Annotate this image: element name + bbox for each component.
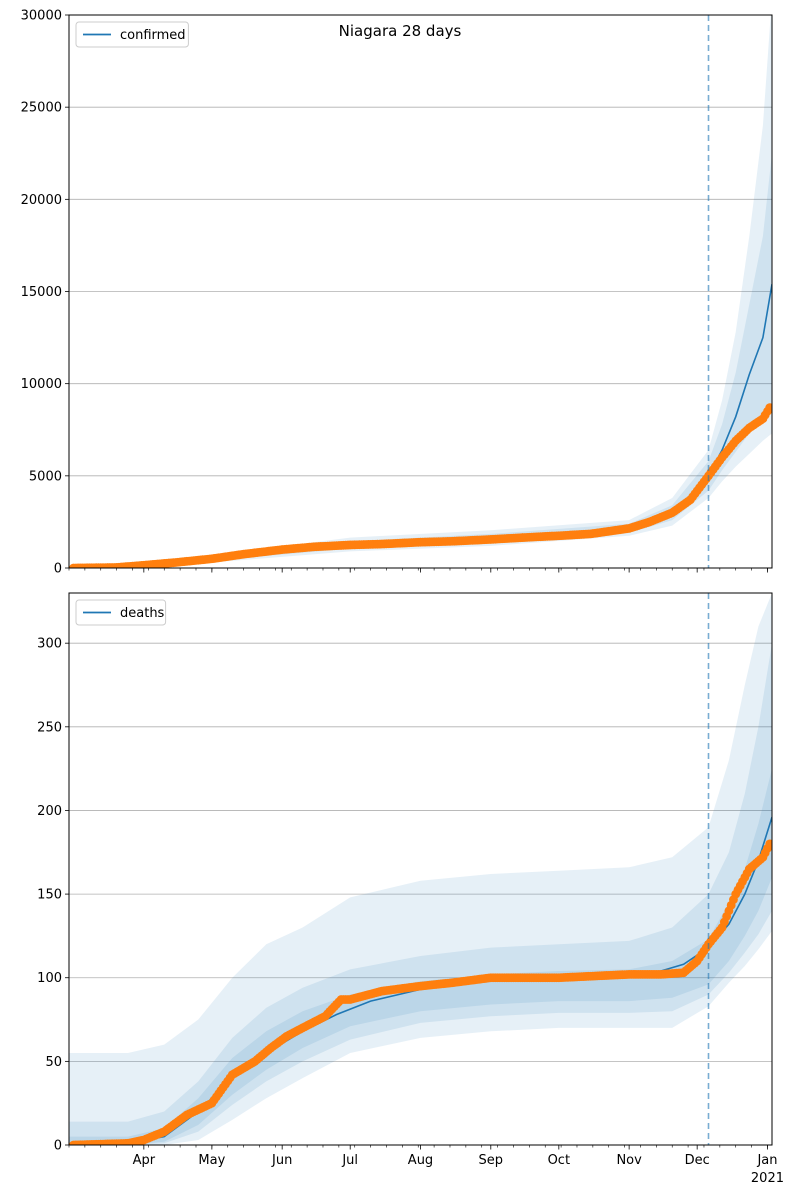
legend-label: deaths xyxy=(120,606,165,621)
confirmed-chart-panel: 0 5000 10000 15000 20000 25000 30000 confirmed xyxy=(21,9,773,577)
y-tick-label: 5000 xyxy=(29,469,62,484)
uncertainty-band xyxy=(69,15,772,568)
x-year-label: 2021 xyxy=(751,1171,784,1186)
y-tick-label: 200 xyxy=(37,804,62,819)
y-tick-label: 20000 xyxy=(21,193,62,208)
plot-area xyxy=(69,593,772,1145)
y-tick-label: 250 xyxy=(37,720,62,735)
x-tick-label: Aug xyxy=(408,1153,433,1168)
legend: confirmed xyxy=(75,21,189,48)
x-tick-label: Oct xyxy=(548,1153,570,1168)
x-tick-label: Dec xyxy=(685,1153,710,1168)
y-tick-label: 150 xyxy=(37,888,62,903)
y-tick-label: 15000 xyxy=(21,285,62,300)
legend-box xyxy=(75,21,189,48)
x-tick-label: Nov xyxy=(616,1153,642,1168)
x-tick-label: Apr xyxy=(133,1153,156,1168)
figure-title: Niagara 28 days xyxy=(338,22,462,40)
deaths-chart-panel: 0 50 100 150 200 250 300 Apr May Jun Jul Aug Sep Oct N… xyxy=(37,592,784,1186)
observed-point xyxy=(765,839,772,849)
y-tick-label: 30000 xyxy=(21,9,62,24)
y-tick-label: 10000 xyxy=(21,377,62,392)
x-tick-label: Sep xyxy=(479,1153,504,1168)
legend: deaths xyxy=(75,599,167,626)
y-tick-label: 25000 xyxy=(21,101,62,116)
plot-area xyxy=(69,15,772,568)
legend-label: confirmed xyxy=(120,28,186,43)
y-tick-label: 0 xyxy=(54,562,62,577)
y-tick-label: 0 xyxy=(54,1139,62,1154)
legend-box xyxy=(75,599,167,626)
uncertainty-band xyxy=(69,768,772,1145)
x-tick-label: May xyxy=(198,1153,225,1168)
x-tick-label: Jul xyxy=(341,1153,358,1168)
y-tick-label: 300 xyxy=(37,637,62,652)
uncertainty-band xyxy=(69,593,772,1145)
observed-point xyxy=(765,403,772,413)
y-tick-label: 100 xyxy=(37,971,62,986)
x-tick-label: Jan xyxy=(756,1153,777,1168)
x-tick-label: Jun xyxy=(271,1153,292,1168)
y-tick-label: 50 xyxy=(45,1055,62,1070)
